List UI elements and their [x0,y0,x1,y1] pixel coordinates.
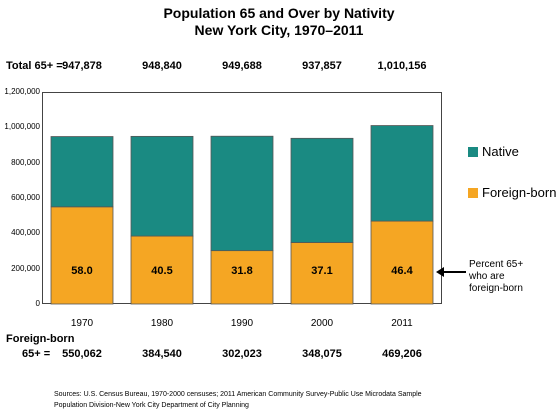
y-tick-label: 400,000 [11,228,40,238]
total-value: 947,878 [62,60,102,72]
pointer-arrow-head [436,267,444,277]
y-tick-label: 1,000,000 [4,122,40,132]
percent-note: Percent 65+ who are foreign-born [469,259,523,295]
y-tick-label: 0 [35,299,40,308]
total-value: 948,840 [142,60,182,72]
y-tick-label: 600,000 [11,193,40,202]
bar-native [210,135,274,252]
foreign-born-value: 348,075 [302,348,342,360]
percent-note-line: foreign-born [469,283,523,294]
legend-swatch-native [468,146,478,157]
total-value: 1,010,156 [377,60,427,72]
y-tick-label: 800,000 [11,157,40,167]
foreign-born-label: Foreign-born [6,333,75,345]
bar-native [290,137,354,243]
percent-label: 31.8 [231,265,252,277]
y-tick-label: 200,000 [11,263,40,273]
foreign-born-value: 550,062 [62,348,102,360]
bar-native [50,136,114,208]
foreign-born-65-label: 65+ = [22,348,51,360]
legend-label-foreign: Foreign-born [482,185,557,200]
bar-native [130,135,194,237]
source-line: Population Division-New York City Depart… [54,402,249,409]
total-value: 949,688 [222,60,262,72]
total-value: 937,857 [302,60,342,72]
percent-label: 58.0 [71,265,92,277]
percent-note-line: who are [469,271,505,282]
foreign-born-value: 302,023 [222,348,262,360]
legend-item-foreign: Foreign-born [468,185,556,200]
x-tick-label: 2000 [310,318,334,329]
foreign-born-value: 384,540 [142,348,182,360]
percent-note-line: Percent 65+ [469,259,524,270]
bar-foreign-born [50,206,114,305]
bar-native [370,125,434,222]
legend-item-native: Native [468,144,519,159]
y-tick-label: 1,200,000 [4,87,40,96]
x-tick-label: 1980 [150,318,174,329]
foreign-born-value: 469,206 [382,348,422,360]
bar-foreign-born [290,242,354,305]
percent-label: 40.5 [151,265,172,277]
x-tick-label: 2011 [391,318,413,329]
source-line: Sources: U.S. Census Bureau, 1970-2000 c… [54,391,422,398]
bar-foreign-born [130,235,194,305]
totals-label: Total 65+ = [6,60,63,72]
source-note: Sources: U.S. Census Bureau, 1970-2000 c… [54,389,422,411]
bar-foreign-born [370,220,434,305]
x-tick-label: 1970 [70,318,94,329]
chart-subtitle: New York City, 1970–2011 [194,22,364,38]
percent-label: 37.1 [311,265,332,277]
legend-label-native: Native [482,144,519,159]
legend-swatch-foreign [468,187,478,198]
percent-label: 46.4 [391,265,413,277]
chart-title: Population 65 and Over by Nativity [163,5,395,21]
bar-foreign-born [210,250,274,305]
x-tick-label: 1990 [230,318,254,329]
